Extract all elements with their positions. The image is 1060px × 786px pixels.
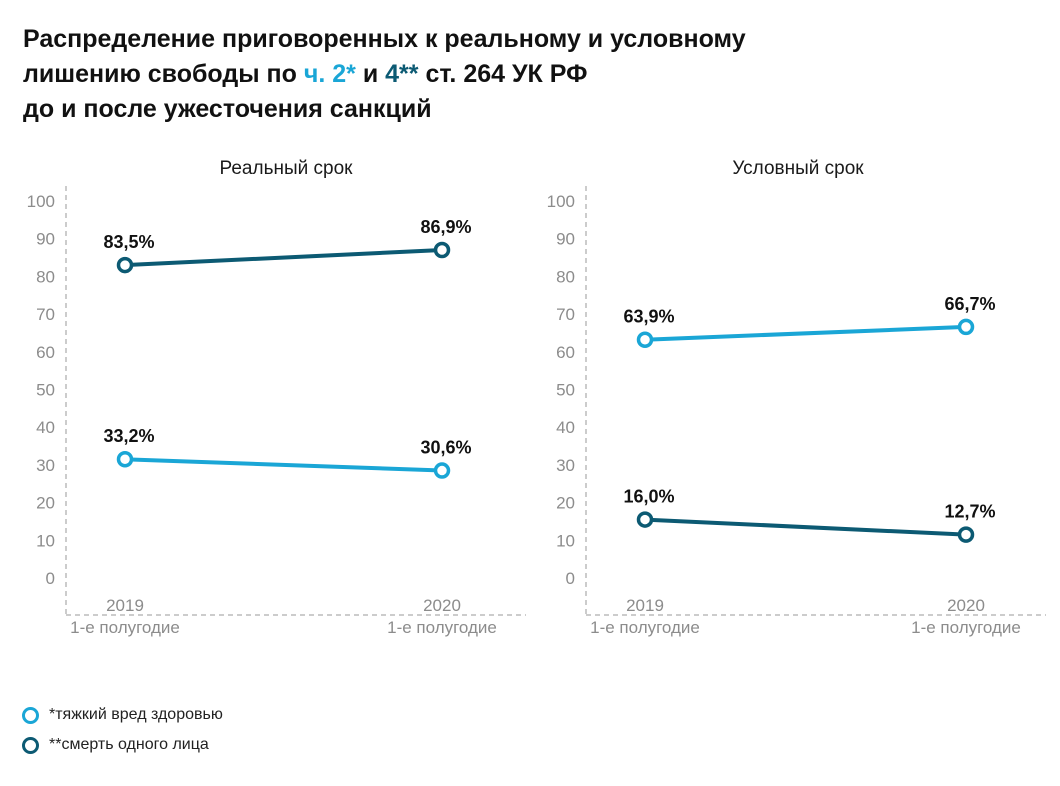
y-tick-label: 100 — [27, 192, 55, 211]
y-tick-label: 40 — [36, 418, 55, 437]
x-tick-period: 1-е полугодие — [590, 618, 700, 637]
y-tick-label: 90 — [36, 230, 55, 249]
data-label: 63,9% — [623, 307, 674, 327]
y-tick-label: 50 — [556, 381, 575, 400]
y-tick-label: 10 — [556, 531, 575, 550]
data-label: 30,6% — [420, 438, 471, 458]
y-tick-label: 60 — [36, 343, 55, 362]
data-label: 33,2% — [103, 426, 154, 446]
y-tick-label: 70 — [556, 305, 575, 324]
chart-title: Распределение приговоренных к реальному … — [23, 22, 923, 127]
title-line-2-mid: и — [355, 60, 386, 88]
legend-marker-light-icon — [22, 706, 39, 724]
data-point-dark — [957, 526, 975, 543]
title-line-1: Распределение приговоренных к реальному … — [23, 25, 746, 53]
panel-title: Условный срок — [732, 158, 864, 179]
x-tick-period: 1-е полугодие — [70, 618, 180, 637]
data-point-light — [636, 331, 654, 348]
data-label: 12,7% — [944, 502, 995, 522]
x-tick-year: 2020 — [423, 596, 461, 615]
y-tick-label: 80 — [556, 267, 575, 286]
title-line-2-post: ст. 264 УК РФ — [418, 60, 588, 88]
data-label: 16,0% — [623, 487, 674, 507]
series-line-light — [644, 324, 967, 342]
data-point-light — [116, 450, 134, 468]
title-highlight-part4: 4** — [385, 60, 419, 88]
y-tick-label: 90 — [556, 230, 575, 249]
y-tick-label: 0 — [46, 569, 55, 588]
series-line-light — [124, 457, 443, 473]
x-tick-year: 2020 — [947, 596, 985, 615]
y-tick-label: 20 — [556, 494, 575, 513]
legend-marker-dark-icon — [22, 736, 39, 754]
data-label: 66,7% — [944, 294, 995, 314]
title-highlight-part2: ч. 2* — [303, 60, 356, 88]
legend-item-light: *тяжкий вред здоровью — [22, 700, 223, 730]
data-point-light — [433, 462, 451, 479]
data-point-dark — [116, 256, 134, 274]
y-tick-label: 10 — [36, 531, 55, 550]
y-tick-label: 20 — [36, 494, 55, 513]
y-tick-label: 50 — [36, 381, 55, 400]
y-tick-label: 60 — [556, 343, 575, 362]
series-line-dark — [644, 517, 967, 537]
title-line-2-pre: лишению свободы по — [23, 60, 304, 88]
data-label: 86,9% — [420, 217, 471, 237]
y-tick-label: 40 — [556, 418, 575, 437]
title-line-3: до и после ужесточения санкций — [23, 95, 432, 123]
x-tick-period: 1-е полугодие — [911, 618, 1021, 637]
panel-title: Реальный срок — [220, 158, 354, 179]
x-tick-year: 2019 — [626, 596, 664, 615]
data-point-light — [957, 318, 975, 336]
x-tick-year: 2019 — [106, 596, 144, 615]
data-label: 83,5% — [103, 232, 154, 252]
y-tick-label: 30 — [36, 456, 55, 475]
legend: *тяжкий вред здоровью **смерть одного ли… — [22, 700, 223, 760]
y-tick-label: 80 — [36, 267, 55, 286]
y-tick-label: 0 — [566, 569, 575, 588]
legend-item-dark: **смерть одного лица — [22, 730, 223, 760]
title-line-2: лишению свободы по ч. 2* и 4** ст. 264 У… — [23, 57, 923, 92]
legend-label-dark: **смерть одного лица — [49, 736, 209, 753]
y-tick-label: 70 — [36, 305, 55, 324]
y-tick-label: 30 — [556, 456, 575, 475]
y-tick-label: 100 — [547, 192, 575, 211]
data-point-dark — [636, 511, 654, 528]
charts-area: Реальный срок010203040506070809010020191… — [27, 158, 1046, 637]
x-tick-period: 1-е полугодие — [387, 618, 497, 637]
data-point-dark — [433, 241, 451, 259]
series-line-dark — [124, 248, 443, 268]
legend-label-light: *тяжкий вред здоровью — [49, 706, 223, 723]
